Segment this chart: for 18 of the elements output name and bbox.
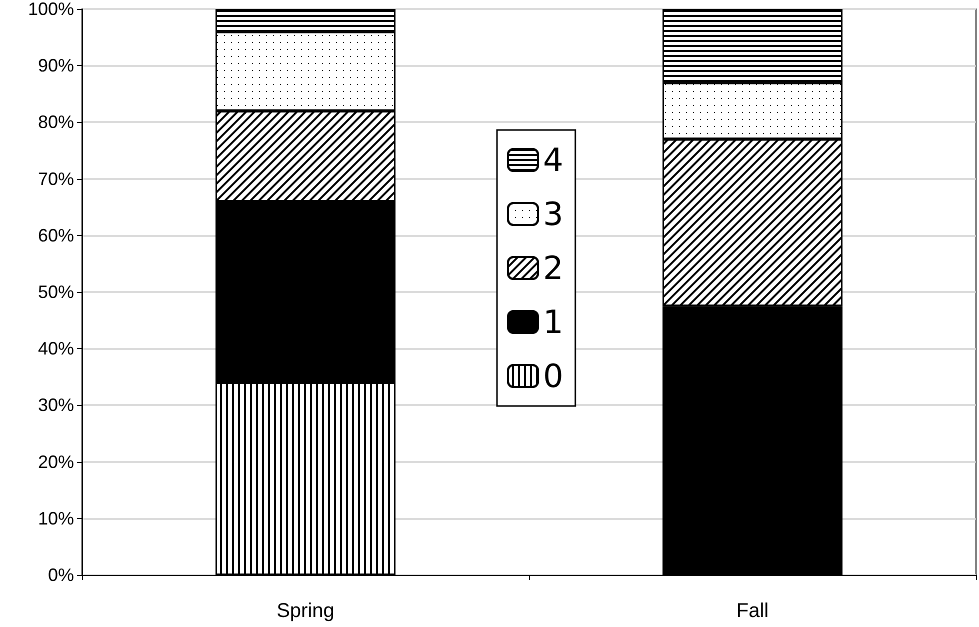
y-tick-label: 70%: [38, 168, 74, 189]
legend-label: 4: [543, 141, 564, 179]
y-tick-label: 10%: [38, 508, 74, 528]
legend-label: 1: [543, 303, 564, 341]
y-tick-label: 50%: [38, 282, 74, 302]
legend-label: 0: [543, 357, 564, 395]
y-tick-label: 20%: [38, 452, 74, 472]
legend-label: 3: [543, 195, 564, 233]
legend-label: 2: [543, 249, 564, 287]
y-tick-label: 100%: [28, 0, 74, 19]
y-tick-label: 0%: [48, 565, 74, 585]
y-tick-label: 60%: [38, 225, 74, 246]
x-tick-label: Fall: [736, 600, 769, 622]
y-tick-label: 40%: [38, 338, 74, 359]
x-tick-label: Spring: [276, 600, 334, 622]
y-tick-label: 90%: [38, 56, 74, 76]
y-tick-label: 80%: [38, 112, 74, 132]
y-tick-label: 30%: [38, 395, 74, 416]
